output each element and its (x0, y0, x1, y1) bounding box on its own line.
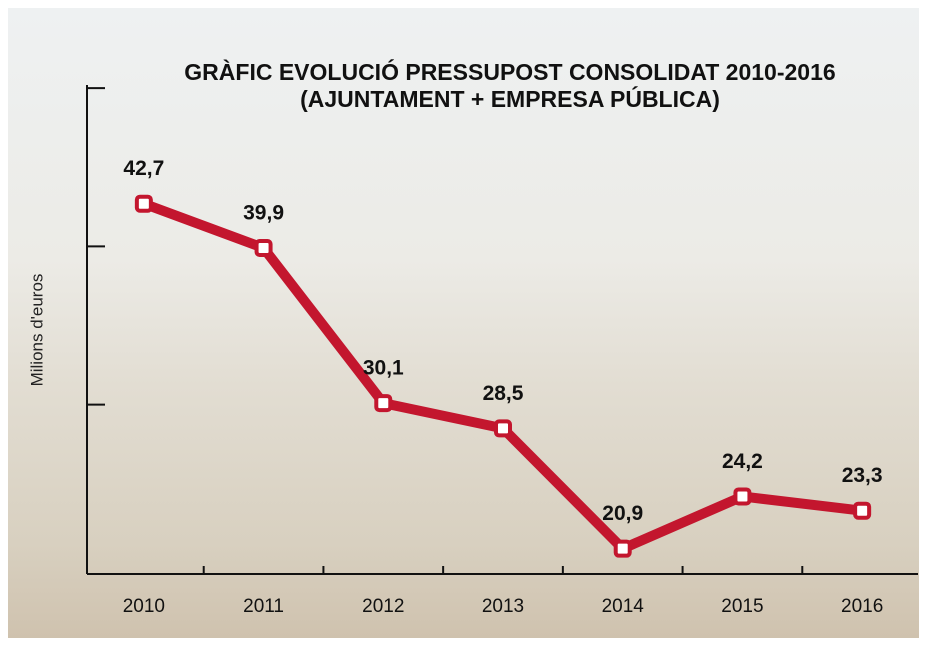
page: GRÀFIC EVOLUCIÓ PRESSUPOST CONSOLIDAT 20… (0, 0, 927, 646)
data-label: 42,7 (123, 157, 164, 180)
chart-title: GRÀFIC EVOLUCIÓ PRESSUPOST CONSOLIDAT 20… (184, 58, 835, 85)
x-tick-label: 2015 (721, 596, 763, 617)
data-label: 30,1 (363, 357, 404, 380)
data-point (616, 542, 630, 556)
chart: GRÀFIC EVOLUCIÓ PRESSUPOST CONSOLIDAT 20… (0, 0, 927, 646)
data-label: 20,9 (602, 502, 643, 525)
data-label: 23,3 (842, 464, 883, 487)
data-label: 24,2 (722, 450, 763, 473)
x-tick-label: 2011 (243, 596, 284, 617)
data-point (496, 421, 510, 435)
x-tick-label: 2012 (362, 596, 404, 617)
y-axis-label: Milions d'euros (27, 274, 46, 387)
x-tick-label: 2014 (602, 596, 645, 617)
data-point (257, 241, 271, 255)
data-point (137, 197, 151, 211)
data-point (376, 396, 390, 410)
data-point (855, 504, 869, 518)
x-tick-label: 2010 (123, 596, 165, 617)
chart-subtitle: (AJUNTAMENT + EMPRESA PÚBLICA) (300, 85, 720, 112)
data-label: 39,9 (243, 202, 284, 225)
x-tick-label: 2016 (841, 596, 883, 617)
data-point (735, 489, 749, 503)
data-label: 28,5 (483, 382, 524, 405)
x-tick-label: 2013 (482, 596, 524, 617)
